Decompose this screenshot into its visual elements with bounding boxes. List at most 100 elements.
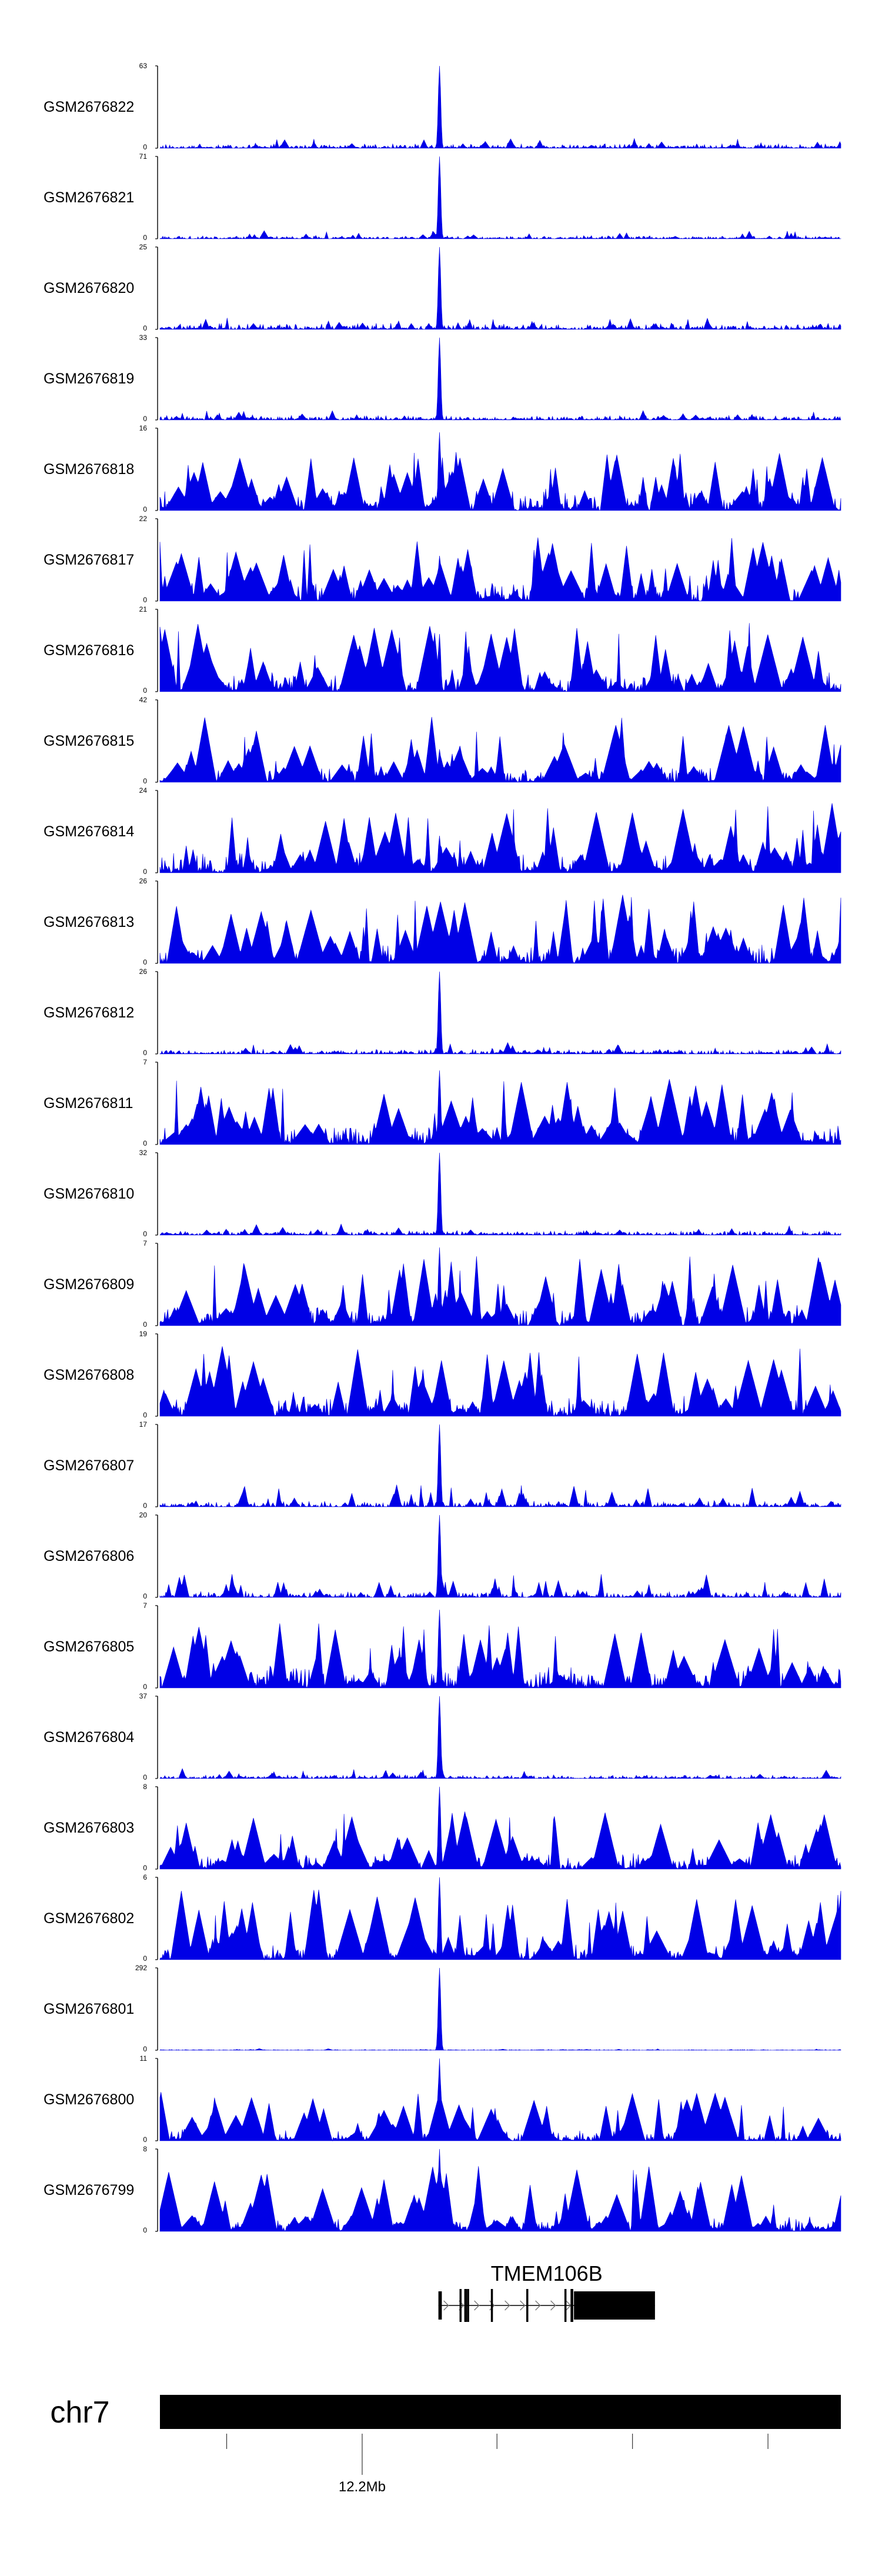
track-GSM2676817: GSM2676817 22 0 bbox=[44, 515, 841, 604]
track-GSM2676815: GSM2676815 42 0 bbox=[44, 696, 841, 785]
track-label: GSM2676813 bbox=[44, 914, 134, 930]
track-GSM2676809: GSM2676809 7 0 bbox=[44, 1239, 841, 1329]
y-axis-min-label: 0 bbox=[143, 415, 147, 423]
track-GSM2676802: GSM2676802 6 0 bbox=[44, 1873, 841, 1963]
track-GSM2676814: GSM2676814 24 0 bbox=[44, 786, 841, 876]
y-axis-min-label: 0 bbox=[143, 867, 147, 876]
track-GSM2676799: GSM2676799 8 0 bbox=[44, 2145, 841, 2234]
y-axis-min-label: 0 bbox=[143, 505, 147, 513]
signal-area bbox=[159, 2058, 841, 2142]
track-label: GSM2676814 bbox=[44, 823, 134, 840]
signal-area bbox=[159, 803, 841, 873]
strand-arrow bbox=[550, 2300, 556, 2311]
y-axis-max-label: 25 bbox=[139, 243, 148, 251]
track-label: GSM2676810 bbox=[44, 1186, 134, 1202]
y-axis-min-label: 0 bbox=[143, 1411, 147, 1419]
track-label: GSM2676808 bbox=[44, 1367, 134, 1383]
y-axis-max-label: 63 bbox=[139, 62, 148, 70]
y-axis-max-label: 19 bbox=[139, 1330, 148, 1338]
y-axis-min-label: 0 bbox=[143, 324, 147, 332]
signal-area bbox=[159, 623, 841, 692]
track-label: GSM2676818 bbox=[44, 461, 134, 478]
gene-exon bbox=[526, 2289, 529, 2322]
track-label: GSM2676809 bbox=[44, 1276, 134, 1293]
y-axis-max-label: 37 bbox=[139, 1692, 148, 1700]
track-label: GSM2676804 bbox=[44, 1729, 134, 1746]
signal-area bbox=[159, 337, 841, 421]
y-axis-max-label: 33 bbox=[139, 333, 148, 342]
track-label: GSM2676816 bbox=[44, 642, 134, 659]
y-axis-min-label: 0 bbox=[143, 596, 147, 604]
track-GSM2676806: GSM2676806 20 0 bbox=[44, 1511, 841, 1600]
y-axis-min-label: 0 bbox=[143, 1230, 147, 1238]
y-axis-max-label: 22 bbox=[139, 515, 148, 523]
y-axis-min-label: 0 bbox=[143, 1683, 147, 1691]
chromosome-bar bbox=[160, 2395, 841, 2429]
track-label: GSM2676801 bbox=[44, 2001, 134, 2017]
track-label: GSM2676800 bbox=[44, 2091, 134, 2108]
y-axis-min-label: 0 bbox=[143, 1864, 147, 1872]
y-axis-min-label: 0 bbox=[143, 2135, 147, 2144]
y-axis-min-label: 0 bbox=[143, 1501, 147, 1510]
track-GSM2676803: GSM2676803 8 0 bbox=[44, 1783, 841, 1872]
track-GSM2676813: GSM2676813 26 0 bbox=[44, 877, 841, 966]
track-GSM2676805: GSM2676805 7 0 bbox=[44, 1601, 841, 1691]
track-label: GSM2676821 bbox=[44, 189, 134, 206]
signal-area bbox=[159, 432, 841, 511]
signal-area bbox=[159, 1247, 841, 1326]
track-label: GSM2676799 bbox=[44, 2182, 134, 2198]
signal-area bbox=[159, 537, 841, 602]
y-axis-min-label: 0 bbox=[143, 1954, 147, 1963]
signal-area bbox=[159, 716, 841, 783]
signal-area bbox=[159, 246, 841, 331]
y-axis-max-label: 42 bbox=[139, 696, 148, 704]
y-axis-max-label: 292 bbox=[135, 1964, 147, 1972]
signal-area bbox=[159, 1514, 841, 1599]
signal-area bbox=[159, 1152, 841, 1236]
y-axis-max-label: 17 bbox=[139, 1420, 148, 1429]
strand-arrow bbox=[474, 2300, 480, 2311]
y-axis-min-label: 0 bbox=[143, 1320, 147, 1329]
strand-arrow bbox=[535, 2300, 541, 2311]
track-GSM2676800: GSM2676800 11 0 bbox=[44, 2054, 841, 2144]
track-label: GSM2676815 bbox=[44, 733, 134, 749]
track-GSM2676822: GSM2676822 63 0 bbox=[44, 62, 841, 151]
y-axis-min-label: 0 bbox=[143, 777, 147, 785]
signal-area bbox=[159, 895, 841, 964]
track-GSM2676811: GSM2676811 7 0 bbox=[44, 1058, 841, 1147]
y-axis-max-label: 8 bbox=[143, 1783, 147, 1791]
tracks-group: GSM2676822630GSM2676821710GSM2676820250G… bbox=[44, 62, 841, 2234]
track-label: GSM2676802 bbox=[44, 1910, 134, 1927]
track-label: GSM2676811 bbox=[44, 1095, 133, 1112]
track-label: GSM2676820 bbox=[44, 280, 134, 296]
signal-area bbox=[159, 2148, 841, 2232]
y-axis-max-label: 7 bbox=[143, 1601, 147, 1610]
track-GSM2676820: GSM2676820 25 0 bbox=[44, 243, 841, 332]
y-axis-max-label: 7 bbox=[143, 1239, 147, 1247]
track-GSM2676812: GSM2676812 26 0 bbox=[44, 967, 841, 1057]
signal-area bbox=[159, 156, 841, 239]
gene-exon bbox=[574, 2291, 655, 2320]
gene-exon bbox=[490, 2289, 493, 2322]
y-axis-min-label: 0 bbox=[143, 1592, 147, 1600]
track-label: GSM2676806 bbox=[44, 1548, 134, 1564]
track-GSM2676810: GSM2676810 32 0 bbox=[44, 1149, 841, 1238]
signal-area bbox=[159, 1070, 841, 1145]
gene-exon bbox=[570, 2289, 573, 2322]
y-axis-min-label: 0 bbox=[143, 1049, 147, 1057]
gene-exon bbox=[467, 2289, 469, 2322]
track-GSM2676816: GSM2676816 21 0 bbox=[44, 605, 841, 695]
y-axis-max-label: 21 bbox=[139, 605, 148, 613]
y-axis-min-label: 0 bbox=[143, 143, 147, 151]
signal-area bbox=[159, 1424, 841, 1508]
signal-area bbox=[159, 1696, 841, 1779]
gene-name-label: TMEM106B bbox=[491, 2261, 603, 2285]
gene-exon bbox=[464, 2289, 467, 2322]
chromosome-name-label: chr7 bbox=[50, 2395, 109, 2430]
signal-area bbox=[159, 1877, 841, 1961]
signal-area bbox=[159, 1609, 841, 1689]
y-axis-max-label: 7 bbox=[143, 1058, 147, 1066]
track-label: GSM2676822 bbox=[44, 99, 134, 115]
